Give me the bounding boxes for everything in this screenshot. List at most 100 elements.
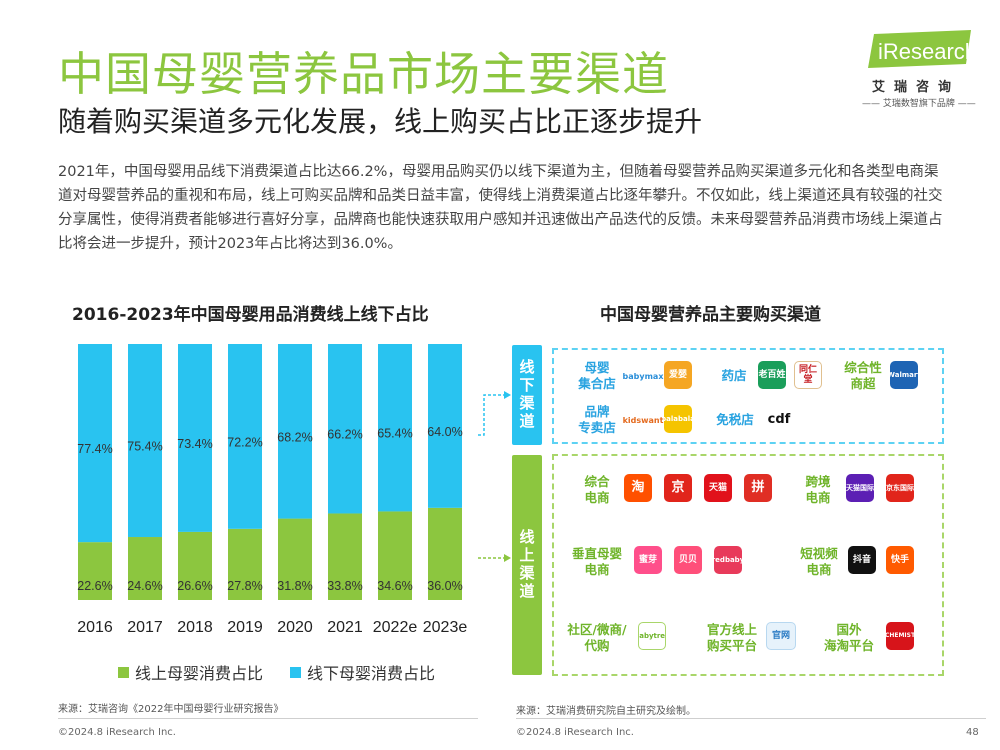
laobaixing-icon: 老百姓: [758, 361, 786, 389]
x-tick-2019: 2019: [227, 619, 263, 636]
label-online-2018: 26.6%: [177, 579, 212, 593]
copyright-right: ©2024.8 iResearch Inc.: [516, 727, 634, 738]
online-arrow: [478, 554, 511, 562]
legend-online-label: 线上母婴消费占比: [135, 664, 264, 683]
source-right: 来源：艾瑞消费研究院自主研究及绘制。: [516, 706, 696, 717]
stacked-bar-chart: 22.6% 77.4% 2016 24.6% 75.4% 2017 26.6% 73.4% 20…: [77, 344, 468, 636]
page-number: 48: [966, 727, 979, 738]
x-tick-2020: 2020: [277, 619, 313, 636]
cdf-icon: cdf: [762, 406, 796, 432]
x-tick-2022e: 2022e: [373, 619, 418, 636]
bar-online-2018: [178, 531, 212, 600]
channels-title: 中国母婴营养品主要购买渠道: [600, 305, 821, 325]
offline-mother-baby-store: 母婴 集合店: [578, 360, 616, 391]
legend-offline-swatch: [290, 666, 301, 678]
legend-offline: 线下母婴消费占比: [290, 660, 435, 684]
online-short-video: 短视频 电商: [800, 546, 838, 577]
iresearch-logo: iResearch 艾瑞咨询 —— 艾瑞数智旗下品牌 ——: [856, 30, 976, 109]
logo-mark: iResearch: [868, 30, 971, 68]
online-channels-box: [552, 454, 944, 676]
bar-offline-2020: [278, 344, 312, 519]
label-offline-2016: 77.4%: [77, 442, 112, 456]
bar-offline-2018: [178, 344, 212, 532]
bar-online-2016: [78, 542, 112, 600]
offline-channel-label: 线下渠道: [517, 359, 536, 431]
online-overseas: 国外 海淘平台: [823, 622, 874, 653]
chart-title: 2016-2023年中国母婴用品消费线上线下占比: [72, 305, 429, 325]
beibei-icon: 贝贝: [674, 546, 702, 574]
offline-channels-box: [552, 348, 944, 444]
bar-offline-2017: [128, 344, 162, 538]
footer-divider-left: [58, 718, 478, 719]
copyright-left: ©2024.8 iResearch Inc.: [58, 727, 176, 738]
label-offline-2017: 75.4%: [127, 440, 162, 454]
x-tick-2021: 2021: [327, 619, 363, 636]
logo-text: iResearch: [878, 39, 971, 64]
x-tick-2016: 2016: [77, 619, 113, 636]
tmall-icon: 天猫: [704, 474, 732, 502]
bar-offline-2023e: [428, 344, 462, 508]
kidswant-icon: kidswant: [623, 410, 663, 430]
offline-pharmacy: 药店: [721, 368, 747, 383]
bar-offline-2016: [78, 344, 112, 543]
douyin-icon: 抖音: [848, 546, 876, 574]
label-offline-2018: 73.4%: [177, 437, 212, 451]
label-offline-2020: 68.2%: [277, 430, 312, 444]
online-cross-border: 跨境 电商: [805, 474, 831, 505]
x-tick-2023e: 2023e: [423, 619, 468, 636]
label-offline-2019: 72.2%: [227, 435, 262, 449]
bar-offline-2019: [228, 344, 262, 529]
bar-online-2021: [328, 513, 362, 600]
label-online-2021: 33.8%: [327, 579, 362, 593]
babytree-icon: babytree: [638, 622, 666, 650]
x-tick-2017: 2017: [127, 619, 163, 636]
bar-offline-2021: [328, 344, 362, 514]
kuaishou-icon: 快手: [886, 546, 914, 574]
label-online-2020: 31.8%: [277, 579, 312, 593]
label-offline-2023e: 64.0%: [427, 425, 462, 439]
offline-arrow: [478, 391, 511, 436]
chemist-warehouse-icon: CHEMIST: [886, 622, 914, 650]
online-channel-label: 线上渠道: [517, 529, 536, 601]
balabala-icon: balabala: [664, 405, 692, 433]
legend-online-swatch: [118, 666, 129, 678]
online-general-ecommerce: 综合 电商: [584, 474, 610, 505]
label-online-2017: 24.6%: [127, 579, 162, 593]
offline-brand-store: 品牌 专卖店: [578, 404, 616, 435]
offline-supermarket: 综合性 商超: [844, 360, 882, 391]
bar-online-2022e: [378, 511, 412, 600]
jd-icon: 京: [664, 474, 692, 502]
tongrentang-icon: 同仁堂: [794, 361, 822, 389]
online-channel-tag: 线上渠道: [512, 455, 542, 675]
official-site-icon: 官网: [766, 622, 796, 650]
logo-cn: 艾瑞咨询: [872, 80, 961, 95]
intro-paragraph: 2021年，中国母婴用品线下消费渠道占比达66.2%，母婴用品购买仍以线下渠道为…: [58, 164, 943, 252]
label-online-2016: 22.6%: [77, 579, 112, 593]
bar-online-2023e: [428, 507, 462, 600]
label-online-2023e: 36.0%: [427, 579, 462, 593]
offline-duty-free: 免税店: [716, 412, 754, 427]
walmart-icon: Walmart: [890, 361, 918, 389]
footer-divider-right: [516, 718, 986, 719]
logo-tagline: —— 艾瑞数智旗下品牌 ——: [862, 99, 976, 109]
page-title: 中国母婴营养品市场主要渠道: [58, 47, 669, 101]
bar-online-2017: [128, 537, 162, 600]
babymax-icon: babymax: [623, 366, 663, 386]
jd-global-icon: 京东国际: [886, 474, 914, 502]
online-vertical-ecommerce: 垂直母婴 电商: [571, 546, 622, 577]
aiying-icon: 爱婴: [664, 361, 692, 389]
online-official-platform: 官方线上 购买平台: [706, 622, 757, 653]
bar-online-2020: [278, 518, 312, 600]
offline-channel-tag: 线下渠道: [512, 345, 542, 445]
online-community: 社区/微商/ 代购: [567, 622, 627, 653]
mia-icon: 蜜芽: [634, 546, 662, 574]
source-left: 来源：艾瑞咨询《2022年中国母婴行业研究报告》: [58, 704, 284, 715]
legend-online: 线上母婴消费占比: [118, 660, 263, 684]
label-online-2022e: 34.6%: [377, 579, 412, 593]
tmall-global-icon: 天猫国际: [846, 474, 874, 502]
legend-offline-label: 线下母婴消费占比: [307, 664, 436, 683]
bar-online-2019: [228, 528, 262, 600]
page-subtitle: 随着购买渠道多元化发展，线上购买占比正逐步提升: [58, 105, 703, 138]
label-offline-2022e: 65.4%: [377, 427, 412, 441]
redbaby-icon: redbaby: [714, 546, 742, 574]
